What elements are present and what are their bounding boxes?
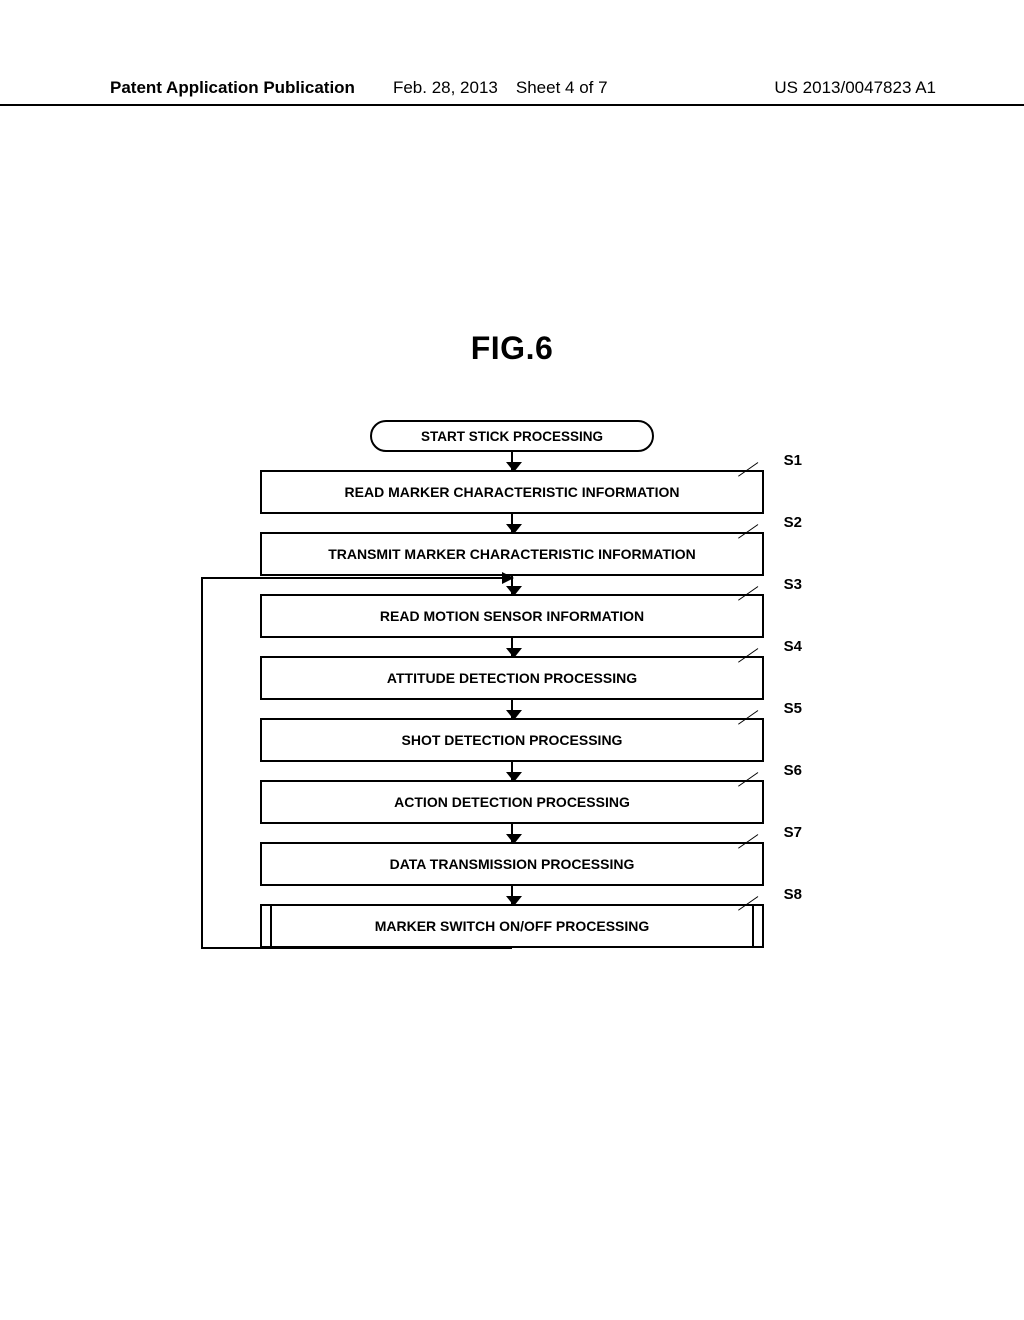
flow-step: MARKER SWITCH ON/OFF PROCESSINGS8 (222, 904, 802, 948)
arrow-down (511, 576, 513, 594)
label-leader-line (738, 462, 758, 477)
step-id-label: S8 (784, 886, 802, 903)
flowchart: START STICK PROCESSING READ MARKER CHARA… (222, 420, 802, 948)
step-id-label: S3 (784, 576, 802, 593)
terminator-label: START STICK PROCESSING (421, 429, 603, 444)
flow-step: READ MOTION SENSOR INFORMATIONS3 (222, 594, 802, 638)
figure-title: FIG.6 (0, 330, 1024, 367)
process-box: DATA TRANSMISSION PROCESSINGS7 (260, 842, 764, 886)
label-leader-line (738, 524, 758, 539)
arrow-down (511, 886, 513, 904)
arrow-down (511, 514, 513, 532)
flow-step: READ MARKER CHARACTERISTIC INFORMATIONS1 (222, 470, 802, 514)
step-id-label: S7 (784, 824, 802, 841)
step-id-label: S2 (784, 514, 802, 531)
process-label: ACTION DETECTION PROCESSING (394, 794, 630, 810)
process-box: READ MOTION SENSOR INFORMATIONS3 (260, 594, 764, 638)
process-box: TRANSMIT MARKER CHARACTERISTIC INFORMATI… (260, 532, 764, 576)
process-label: SHOT DETECTION PROCESSING (402, 732, 623, 748)
flow-step: ATTITUDE DETECTION PROCESSINGS4 (222, 656, 802, 700)
process-label: READ MOTION SENSOR INFORMATION (380, 608, 644, 624)
page-header: Patent Application Publication Feb. 28, … (0, 78, 1024, 106)
process-box: ACTION DETECTION PROCESSINGS6 (260, 780, 764, 824)
arrow-down (511, 700, 513, 718)
flow-step: DATA TRANSMISSION PROCESSINGS7 (222, 842, 802, 886)
flow-step: ACTION DETECTION PROCESSINGS6 (222, 780, 802, 824)
process-box: SHOT DETECTION PROCESSINGS5 (260, 718, 764, 762)
process-box: ATTITUDE DETECTION PROCESSINGS4 (260, 656, 764, 700)
arrow-down (511, 762, 513, 780)
arrow-down (511, 452, 513, 470)
publication-number: US 2013/0047823 A1 (774, 78, 936, 98)
label-leader-line (738, 772, 758, 787)
step-id-label: S5 (784, 700, 802, 717)
label-leader-line (738, 896, 758, 911)
step-id-label: S6 (784, 762, 802, 779)
label-leader-line (738, 834, 758, 849)
process-label: DATA TRANSMISSION PROCESSING (390, 856, 635, 872)
label-leader-line (738, 648, 758, 663)
label-leader-line (738, 710, 758, 725)
page: Patent Application Publication Feb. 28, … (0, 0, 1024, 1320)
process-label: TRANSMIT MARKER CHARACTERISTIC INFORMATI… (328, 546, 696, 562)
label-leader-line (738, 586, 758, 601)
process-box: MARKER SWITCH ON/OFF PROCESSINGS8 (260, 904, 764, 948)
publication-date: Feb. 28, 2013 (393, 78, 498, 98)
flow-step: SHOT DETECTION PROCESSINGS5 (222, 718, 802, 762)
publication-label: Patent Application Publication (110, 78, 355, 98)
process-label: READ MARKER CHARACTERISTIC INFORMATION (345, 484, 680, 500)
step-id-label: S1 (784, 452, 802, 469)
flow-step: TRANSMIT MARKER CHARACTERISTIC INFORMATI… (222, 532, 802, 576)
arrow-down (511, 824, 513, 842)
sheet-number: Sheet 4 of 7 (516, 78, 608, 98)
process-label: ATTITUDE DETECTION PROCESSING (387, 670, 637, 686)
terminator-start: START STICK PROCESSING (370, 420, 654, 452)
step-id-label: S4 (784, 638, 802, 655)
process-label: MARKER SWITCH ON/OFF PROCESSING (375, 918, 650, 934)
process-box: READ MARKER CHARACTERISTIC INFORMATIONS1 (260, 470, 764, 514)
arrow-down (511, 638, 513, 656)
